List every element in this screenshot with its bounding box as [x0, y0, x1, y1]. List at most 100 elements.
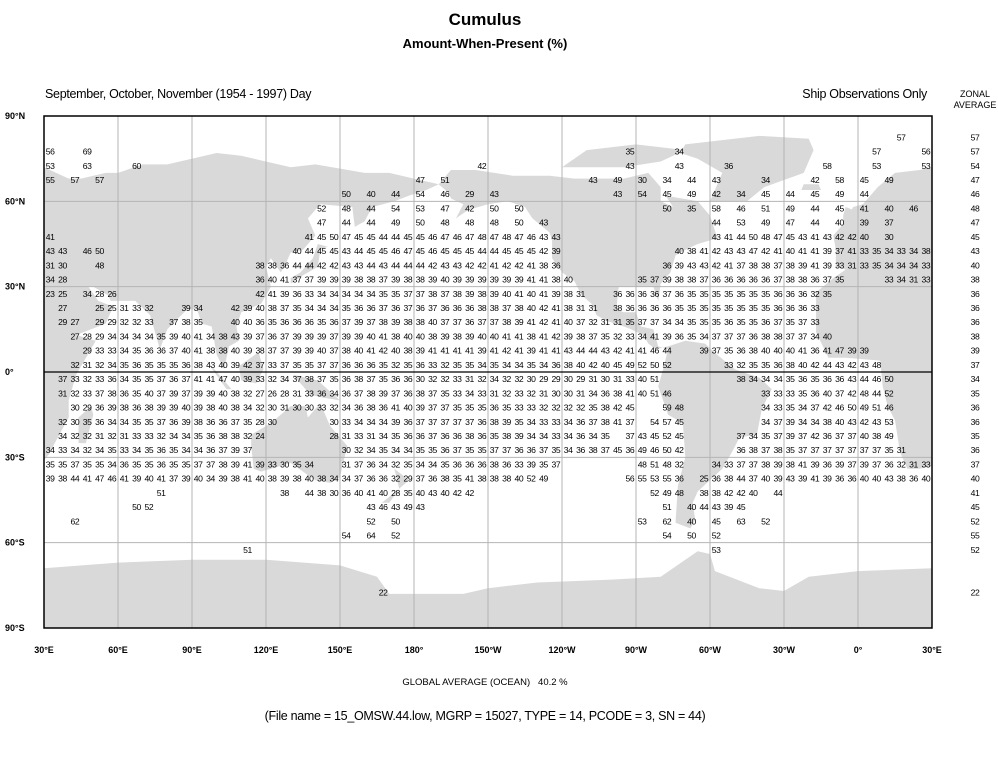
grid-value: 32: [354, 445, 363, 455]
grid-value: 46: [428, 232, 437, 242]
grid-value: 32: [70, 388, 79, 398]
grid-value: 36: [773, 289, 782, 299]
grid-value: 31: [120, 431, 129, 441]
grid-value: 40: [366, 189, 375, 199]
grid-value: 31: [342, 459, 351, 469]
grid-value: 38: [58, 474, 67, 484]
grid-value: 42: [712, 260, 721, 270]
grid-value: 41: [613, 417, 622, 427]
grid-value: 36: [798, 303, 807, 313]
grid-value: 31: [576, 303, 585, 313]
grid-value: 38: [453, 289, 462, 299]
grid-value: 36: [712, 275, 721, 285]
grid-value: 34: [366, 289, 375, 299]
grid-value: 37: [366, 317, 375, 327]
grid-value: 39: [391, 275, 400, 285]
grid-value: 36: [157, 346, 166, 356]
grid-value: 37: [181, 374, 190, 384]
grid-value: 37: [317, 374, 326, 384]
grid-value: 50: [95, 246, 104, 256]
grid-value: 44: [366, 260, 375, 270]
grid-value: 38: [502, 474, 511, 484]
grid-value: 38: [749, 445, 758, 455]
grid-value: 53: [638, 516, 647, 526]
grid-value: 36: [884, 459, 893, 469]
land-borneo: [238, 352, 264, 384]
grid-value: 37: [835, 388, 844, 398]
grid-value: 35: [588, 403, 597, 413]
grid-value: 45: [502, 246, 511, 256]
grid-value: 40: [490, 331, 499, 341]
grid-value: 41: [798, 459, 807, 469]
grid-value: 31: [576, 388, 585, 398]
grid-value: 35: [453, 360, 462, 370]
grid-value: 36: [440, 445, 449, 455]
grid-value: 43: [539, 232, 548, 242]
grid-value: 57: [95, 175, 104, 185]
grid-value: 45: [810, 189, 819, 199]
grid-value: 30: [58, 260, 67, 270]
grid-value: 49: [625, 360, 634, 370]
grid-value: 30: [268, 403, 277, 413]
grid-value: 36: [823, 431, 832, 441]
grid-value: 41: [83, 474, 92, 484]
grid-value: 42: [465, 260, 474, 270]
grid-value: 41: [539, 275, 548, 285]
zonal-average-value: 38: [971, 331, 980, 341]
grid-value: 42: [428, 260, 437, 270]
grid-value: 45: [736, 502, 745, 512]
grid-value: 38: [218, 346, 227, 356]
grid-value: 49: [662, 488, 671, 498]
grid-value: 53: [872, 161, 881, 171]
grid-value: 40: [440, 275, 449, 285]
grid-value: 35: [403, 488, 412, 498]
grid-value: 33: [342, 417, 351, 427]
grid-value: 41: [847, 246, 856, 256]
grid-value: 40: [638, 374, 647, 384]
zonal-average-value: 45: [971, 502, 980, 512]
grid-value: 34: [107, 459, 116, 469]
grid-value: 40: [440, 488, 449, 498]
grid-value: 35: [884, 445, 893, 455]
grid-value: 35: [144, 459, 153, 469]
grid-value: 31: [280, 403, 289, 413]
grid-value: 36: [391, 303, 400, 313]
grid-value: 42: [317, 260, 326, 270]
map-frame: [43, 115, 933, 629]
grid-value: 37: [773, 431, 782, 441]
grid-value: 37: [453, 445, 462, 455]
grid-value: 35: [749, 317, 758, 327]
grid-value: 37: [255, 331, 264, 341]
longitude-label: 30°E: [922, 645, 942, 655]
grid-value: 39: [465, 289, 474, 299]
grid-value: 42: [712, 246, 721, 256]
land-madagascar: [78, 406, 94, 444]
grid-value: 37: [218, 445, 227, 455]
grid-value: 38: [736, 374, 745, 384]
grid-value: 36: [736, 275, 745, 285]
grid-value: 39: [255, 459, 264, 469]
grid-value: 44: [391, 260, 400, 270]
grid-value: 38: [564, 303, 573, 313]
grid-value: 33: [514, 403, 523, 413]
grid-value: 31: [909, 459, 918, 469]
grid-value: 37: [736, 431, 745, 441]
grid-value: 50: [132, 502, 141, 512]
grid-value: 38: [613, 303, 622, 313]
grid-value: 36: [428, 474, 437, 484]
grid-value: 38: [477, 474, 486, 484]
grid-value: 53: [921, 161, 930, 171]
grid-value: 37: [601, 445, 610, 455]
grid-value: 37: [157, 374, 166, 384]
grid-value: 45: [613, 445, 622, 455]
grid-value: 36: [736, 346, 745, 356]
grid-value: 36: [305, 317, 314, 327]
grid-value: 47: [490, 232, 499, 242]
grid-value: 41: [773, 246, 782, 256]
grid-value: 43: [46, 246, 55, 256]
grid-value: 43: [884, 474, 893, 484]
grid-value: 32: [83, 431, 92, 441]
grid-value: 40: [231, 317, 240, 327]
grid-value: 48: [662, 459, 671, 469]
